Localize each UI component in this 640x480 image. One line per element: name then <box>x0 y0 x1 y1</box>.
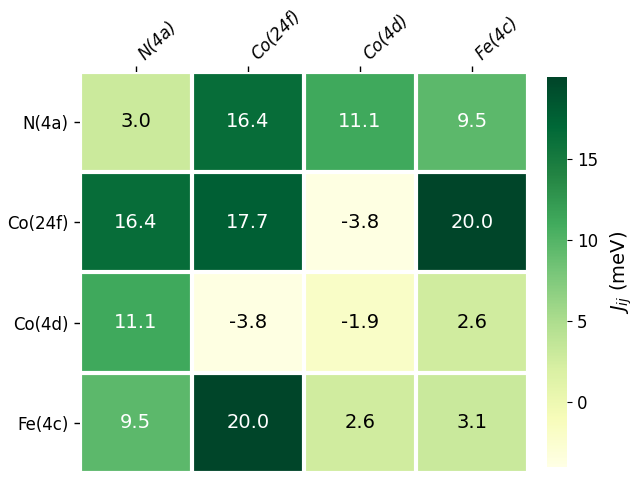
Bar <box>304 373 416 473</box>
Bar <box>304 72 416 172</box>
Text: 2.6: 2.6 <box>344 413 375 432</box>
Bar <box>304 273 416 373</box>
Bar <box>416 373 528 473</box>
Text: 11.1: 11.1 <box>114 313 157 332</box>
Bar <box>416 172 528 273</box>
Y-axis label: $J_{ij}$ (meV): $J_{ij}$ (meV) <box>609 231 634 314</box>
Text: 2.6: 2.6 <box>456 313 488 332</box>
Bar <box>191 172 304 273</box>
Bar <box>79 72 191 172</box>
Text: 11.1: 11.1 <box>338 112 381 132</box>
Text: 9.5: 9.5 <box>456 112 488 132</box>
Bar <box>79 373 191 473</box>
Text: -1.9: -1.9 <box>340 313 379 332</box>
Text: 9.5: 9.5 <box>120 413 151 432</box>
Text: -3.8: -3.8 <box>228 313 267 332</box>
Text: 20.0: 20.0 <box>451 213 493 232</box>
Text: 16.4: 16.4 <box>114 213 157 232</box>
Text: 17.7: 17.7 <box>226 213 269 232</box>
Bar <box>191 373 304 473</box>
Bar <box>191 72 304 172</box>
Bar <box>191 273 304 373</box>
Text: 3.0: 3.0 <box>120 112 151 132</box>
Bar <box>304 172 416 273</box>
Bar <box>416 72 528 172</box>
Bar <box>416 273 528 373</box>
Bar <box>79 273 191 373</box>
Text: 3.1: 3.1 <box>456 413 488 432</box>
Text: 20.0: 20.0 <box>226 413 269 432</box>
Text: -3.8: -3.8 <box>340 213 379 232</box>
Text: 16.4: 16.4 <box>226 112 269 132</box>
Bar <box>79 172 191 273</box>
